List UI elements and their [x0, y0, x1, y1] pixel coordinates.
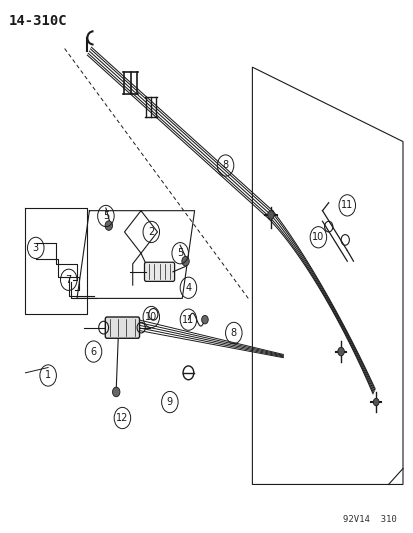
- Text: 5: 5: [177, 248, 183, 258]
- Text: 92V14  310: 92V14 310: [342, 515, 396, 524]
- Circle shape: [267, 211, 273, 219]
- Circle shape: [105, 221, 112, 230]
- Text: 9: 9: [166, 397, 173, 407]
- Text: 12: 12: [116, 413, 128, 423]
- Text: 4: 4: [185, 283, 191, 293]
- Circle shape: [112, 387, 120, 397]
- Circle shape: [201, 316, 208, 324]
- Text: 5: 5: [102, 211, 109, 221]
- Text: 2: 2: [148, 227, 154, 237]
- Text: 1: 1: [45, 370, 51, 381]
- Text: 8: 8: [222, 160, 228, 171]
- Circle shape: [181, 256, 189, 266]
- Text: 6: 6: [90, 346, 96, 357]
- Text: 11: 11: [340, 200, 353, 211]
- FancyBboxPatch shape: [144, 262, 174, 281]
- Text: 11: 11: [182, 314, 194, 325]
- Text: 14-310C: 14-310C: [9, 14, 67, 28]
- Text: 10: 10: [311, 232, 324, 243]
- Text: 7: 7: [66, 275, 72, 285]
- Text: 8: 8: [230, 328, 236, 338]
- Circle shape: [373, 398, 378, 406]
- Text: 3: 3: [33, 243, 39, 253]
- Circle shape: [337, 348, 344, 356]
- Text: 10: 10: [145, 312, 157, 322]
- FancyBboxPatch shape: [105, 317, 139, 338]
